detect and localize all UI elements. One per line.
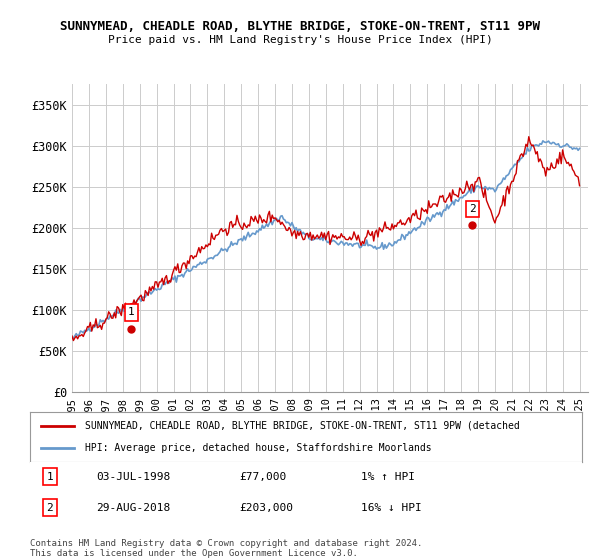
Text: 03-JUL-1998: 03-JUL-1998	[96, 472, 170, 482]
Text: HPI: Average price, detached house, Staffordshire Moorlands: HPI: Average price, detached house, Staf…	[85, 443, 432, 453]
Text: 2: 2	[47, 503, 53, 513]
Text: 1: 1	[47, 472, 53, 482]
Text: £203,000: £203,000	[240, 503, 294, 513]
Text: 29-AUG-2018: 29-AUG-2018	[96, 503, 170, 513]
Text: 1% ↑ HPI: 1% ↑ HPI	[361, 472, 415, 482]
Text: Contains HM Land Registry data © Crown copyright and database right 2024.
This d: Contains HM Land Registry data © Crown c…	[30, 539, 422, 558]
Text: 1: 1	[128, 307, 134, 318]
Text: SUNNYMEAD, CHEADLE ROAD, BLYTHE BRIDGE, STOKE-ON-TRENT, ST11 9PW (detached: SUNNYMEAD, CHEADLE ROAD, BLYTHE BRIDGE, …	[85, 421, 520, 431]
Text: SUNNYMEAD, CHEADLE ROAD, BLYTHE BRIDGE, STOKE-ON-TRENT, ST11 9PW: SUNNYMEAD, CHEADLE ROAD, BLYTHE BRIDGE, …	[60, 20, 540, 32]
Text: Price paid vs. HM Land Registry's House Price Index (HPI): Price paid vs. HM Land Registry's House …	[107, 35, 493, 45]
Text: £77,000: £77,000	[240, 472, 287, 482]
Text: 16% ↓ HPI: 16% ↓ HPI	[361, 503, 422, 513]
Text: 2: 2	[469, 204, 476, 214]
